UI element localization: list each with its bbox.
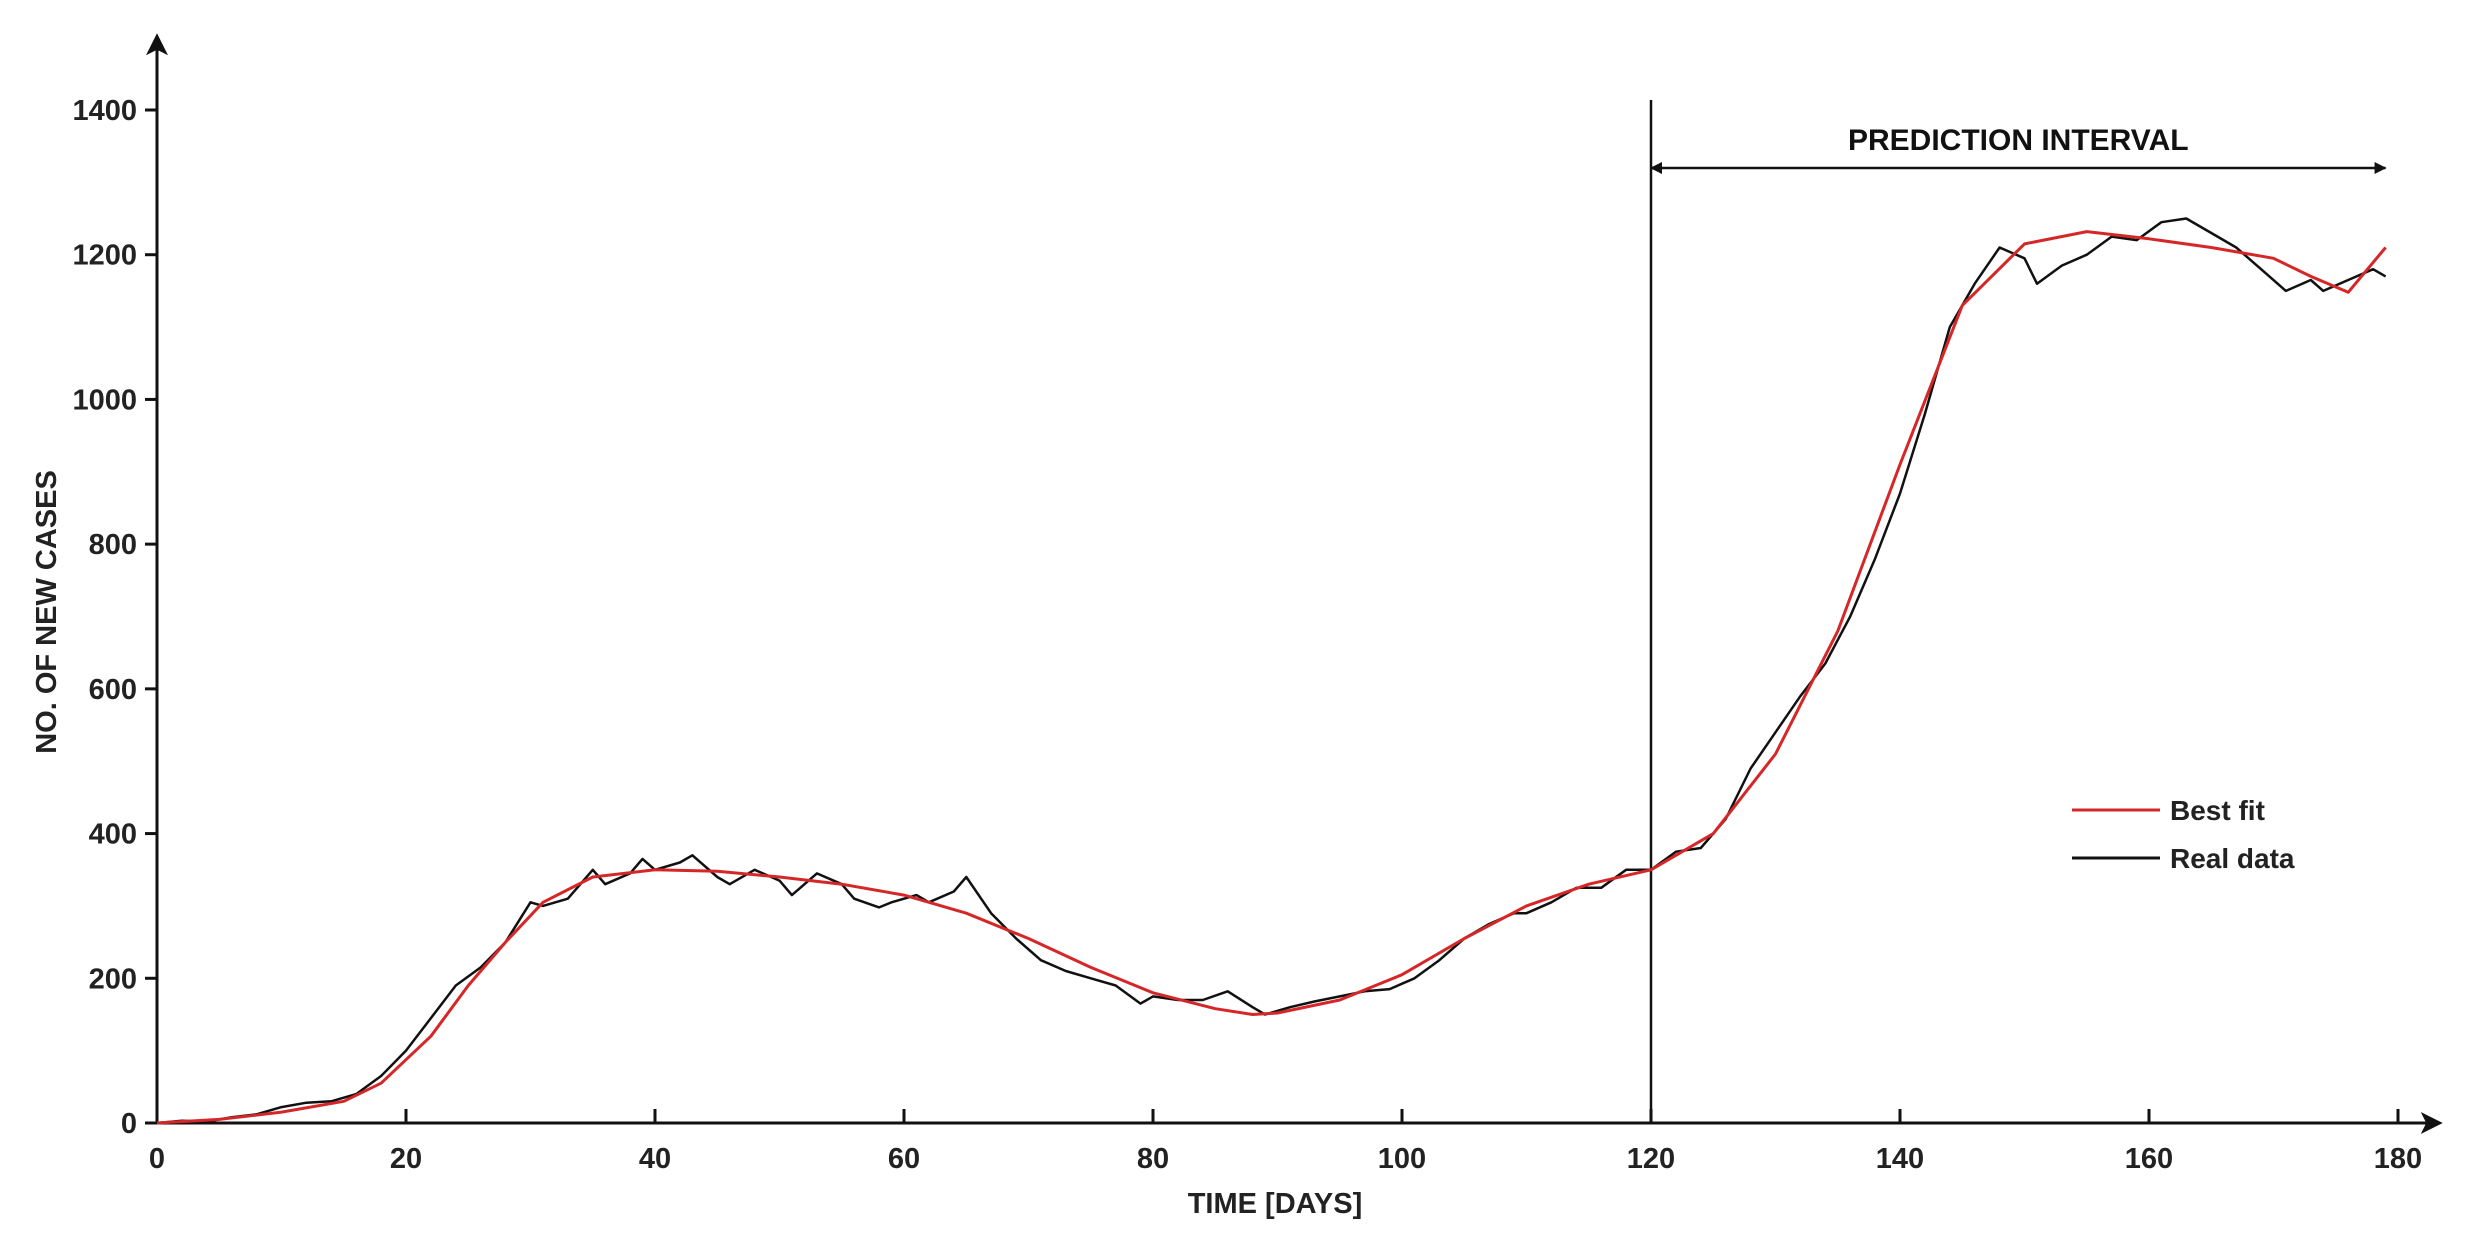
x-tick-label: 0 xyxy=(149,1143,165,1175)
series-line-real-data xyxy=(156,217,2387,1125)
legend-label-best-fit: Best fit xyxy=(2170,795,2265,826)
x-tick-label: 160 xyxy=(2125,1143,2173,1175)
x-tick-label: 20 xyxy=(390,1143,422,1175)
legend: Best fit Real data xyxy=(2072,795,2295,874)
prediction-interval-label: PREDICTION INTERVAL xyxy=(1848,124,2189,157)
y-axis-ticks: 0 200 400 600 800 1000 1200 1400 xyxy=(72,95,157,1140)
x-tick-label: 120 xyxy=(1627,1143,1675,1175)
series-line-best-fit xyxy=(156,230,2387,1125)
x-tick-label: 140 xyxy=(1876,1143,1924,1175)
y-tick-label: 1200 xyxy=(72,240,137,272)
x-axis-title: TIME [DAYS] xyxy=(1188,1188,1363,1220)
y-tick-label: 600 xyxy=(89,674,137,706)
y-axis-title: NO. OF NEW CASES xyxy=(31,470,63,754)
y-tick-label: 800 xyxy=(89,529,137,561)
x-axis-ticks: 0 20 40 60 80 100 120 140 160 180 xyxy=(149,1109,2422,1175)
x-tick-label: 180 xyxy=(2374,1143,2422,1175)
x-tick-label: 60 xyxy=(888,1143,920,1175)
x-tick-label: 100 xyxy=(1378,1143,1426,1175)
x-tick-label: 80 xyxy=(1137,1143,1169,1175)
y-tick-label: 1400 xyxy=(72,95,137,127)
y-tick-label: 400 xyxy=(89,819,137,851)
y-tick-label: 1000 xyxy=(72,384,137,416)
legend-label-real-data: Real data xyxy=(2170,843,2295,874)
x-tick-label: 40 xyxy=(639,1143,671,1175)
y-tick-label: 200 xyxy=(89,963,137,995)
y-tick-label: 0 xyxy=(121,1108,137,1140)
